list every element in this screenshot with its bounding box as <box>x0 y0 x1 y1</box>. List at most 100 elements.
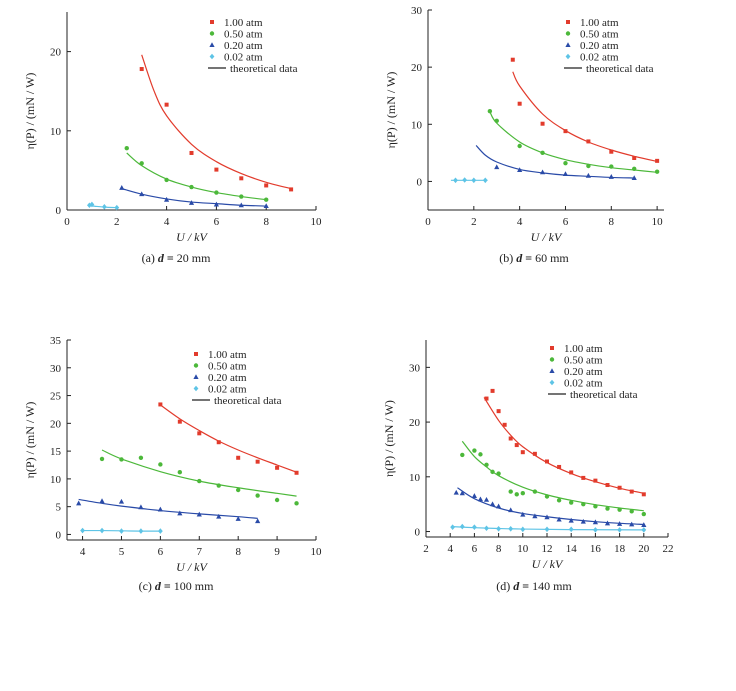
data-point <box>255 459 260 464</box>
legend-marker <box>565 42 571 47</box>
data-point <box>581 475 586 480</box>
data-point <box>453 489 459 495</box>
x-tick-label: 6 <box>158 546 164 558</box>
data-point <box>514 443 519 448</box>
y-tick-label: 0 <box>415 527 421 539</box>
x-tick-label: 12 <box>542 543 553 555</box>
figure-caption: (b) d = 60 mm <box>499 251 569 265</box>
data-point <box>539 169 546 175</box>
data-point <box>593 478 598 483</box>
data-point <box>517 143 522 149</box>
x-axis-label: U / kV <box>176 230 208 244</box>
series-3 <box>87 201 120 211</box>
theoretical-curve <box>78 498 258 519</box>
x-tick-label: 5 <box>119 546 125 558</box>
series-1 <box>460 440 646 517</box>
legend-marker <box>549 368 555 373</box>
data-point <box>557 464 562 469</box>
data-point <box>255 518 261 524</box>
data-point <box>119 528 124 534</box>
legend-marker <box>566 20 570 24</box>
data-point <box>562 171 569 176</box>
data-point <box>629 521 635 527</box>
y-tick-label: 20 <box>409 417 421 429</box>
caption-equals: = <box>164 251 177 265</box>
x-tick-label: 2 <box>471 216 477 228</box>
legend-marker <box>549 357 555 362</box>
data-point <box>275 465 280 470</box>
y-tick-label: 30 <box>50 363 62 375</box>
data-point <box>490 469 495 475</box>
series-1 <box>124 146 269 202</box>
caption-label: (d) <box>496 579 513 593</box>
data-point <box>484 396 489 401</box>
data-point <box>216 513 222 519</box>
caption-value: 60 mm <box>535 251 569 265</box>
data-point <box>164 102 169 107</box>
x-tick-label: 10 <box>652 216 664 228</box>
series-3 <box>450 523 647 533</box>
legend-marker <box>209 53 215 60</box>
data-point <box>617 485 622 490</box>
x-tick-label: 6 <box>563 216 569 228</box>
data-point <box>482 177 488 184</box>
data-point <box>158 462 163 467</box>
data-point <box>593 527 598 533</box>
legend-label: 0.20 atm <box>208 372 247 384</box>
data-point <box>586 139 591 144</box>
data-point <box>239 194 244 199</box>
data-point <box>510 57 515 62</box>
data-point <box>460 452 465 458</box>
theoretical-curve <box>141 54 292 190</box>
legend-marker <box>550 346 554 350</box>
data-point <box>101 204 107 210</box>
data-point <box>216 483 221 488</box>
x-tick-label: 18 <box>614 543 626 555</box>
y-tick-label: 15 <box>50 446 62 458</box>
data-point <box>609 149 614 154</box>
data-point <box>544 494 550 499</box>
x-tick-label: 16 <box>590 543 602 555</box>
data-point <box>164 177 169 183</box>
x-tick-label: 4 <box>80 546 86 558</box>
data-point <box>255 493 260 498</box>
data-point <box>138 504 144 510</box>
y-tick-label: 30 <box>409 362 421 374</box>
data-point <box>118 498 125 504</box>
data-point <box>605 506 610 511</box>
data-point <box>235 516 241 521</box>
legend-marker <box>549 379 555 386</box>
data-point <box>556 498 562 503</box>
y-tick-label: 20 <box>50 418 62 430</box>
data-point <box>453 177 458 184</box>
series-2 <box>475 145 637 180</box>
y-tick-label: 10 <box>411 119 423 131</box>
data-point <box>164 196 170 202</box>
x-tick-label: 8 <box>609 216 615 228</box>
data-point <box>489 501 496 507</box>
caption-equals: = <box>519 579 532 593</box>
x-tick-label: 14 <box>566 543 578 555</box>
legend-label: 0.50 atm <box>564 355 603 367</box>
legend-label: 1.00 atm <box>580 17 619 29</box>
data-point <box>632 156 637 160</box>
data-point <box>197 431 202 436</box>
x-tick-label: 22 <box>663 543 674 555</box>
data-point <box>114 204 120 211</box>
data-point <box>496 503 502 509</box>
y-axis-label: η(P) / (mN / W) <box>384 72 398 149</box>
x-tick-label: 8 <box>263 216 269 228</box>
data-point <box>545 459 549 464</box>
data-point <box>629 489 634 494</box>
chart-panel-d: 2 4 6 8 10 12 14 16 18 20 22 0 10 20 30 U / kV η(P) / (m… <box>382 340 674 593</box>
data-point <box>494 164 500 170</box>
y-tick-label: 0 <box>417 176 423 188</box>
data-point <box>99 527 105 534</box>
data-point <box>459 490 465 496</box>
legend-label: 1.00 atm <box>208 349 247 361</box>
y-tick-label: 10 <box>409 472 421 484</box>
data-point <box>139 161 144 166</box>
